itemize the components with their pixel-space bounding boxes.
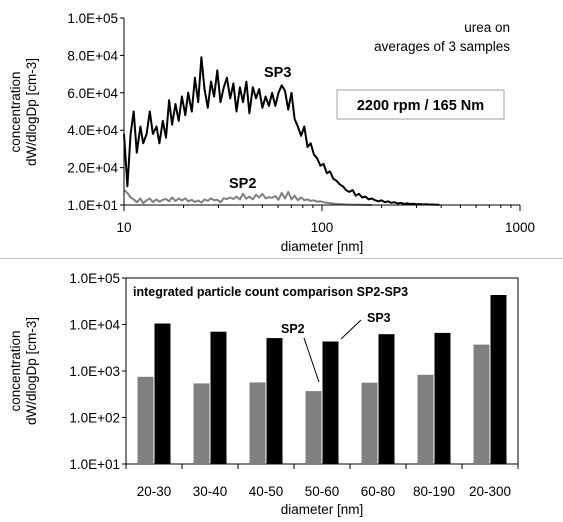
top-line-chart: 1.0E+01 2.0E+04 4.0E+04 6.0E+04 8.0E+04 1.0E+…: [8, 11, 535, 254]
top-y-tick-label: 1.0E+01: [67, 198, 118, 213]
series-line-sp3: [123, 56, 440, 206]
bar-sp3-20-300: [490, 295, 507, 464]
callout-sp2-label: SP2: [281, 322, 305, 336]
bottom-y-axis-label-line2: dW/dlogDp [cm-3]: [24, 317, 39, 425]
bottom-y-tick-label: 1.0E+03: [69, 364, 120, 379]
bar-sp2-30-40: [193, 383, 210, 464]
top-y-axis-label-line2: dW/dlogDp [cm-3]: [24, 58, 39, 166]
top-x-tick-label: 1000: [505, 220, 535, 235]
bottom-y-ticks: 1.0E+01 1.0E+02 1.0E+03 1.0E+04 1.0E+05: [69, 271, 126, 472]
bottom-x-tick-label: 60-80: [361, 484, 396, 499]
bottom-x-tick-label: 20-30: [137, 484, 172, 499]
top-x-tick-label: 10: [116, 220, 131, 235]
bottom-chart-title: integrated particle count comparison SP2…: [133, 285, 408, 299]
top-y-ticks: 1.0E+01 2.0E+04 4.0E+04 6.0E+04 8.0E+04 1.0E+…: [67, 11, 124, 213]
top-annotation-line2: averages of 3 samples: [374, 39, 510, 54]
top-y-tick-label: 2.0E+04: [67, 161, 118, 176]
bar-sp2-20-300: [473, 344, 490, 464]
bar-sp2-20-30: [137, 376, 154, 464]
top-x-axis-label: diameter [nm]: [281, 239, 364, 254]
bottom-y-tick-label: 1.0E+04: [69, 318, 120, 333]
bottom-x-axis-label: diameter [nm]: [281, 502, 364, 517]
top-annotation-line1: urea on: [464, 20, 510, 35]
bar-sp3-30-40: [210, 331, 227, 464]
rpm-label-box: [336, 89, 505, 120]
bottom-x-tick-label: 40-50: [249, 484, 284, 499]
bottom-y-tick-label: 1.0E+02: [69, 411, 120, 426]
bottom-x-tick-label: 30-40: [193, 484, 228, 499]
callout-sp3-leader: [340, 319, 362, 340]
top-y-tick-label: 6.0E+04: [67, 86, 118, 101]
bar-sp3-80-190: [434, 332, 451, 464]
bottom-y-tick-label: 1.0E+05: [69, 271, 120, 286]
bar-sp2-50-60: [305, 391, 322, 464]
bar-sp3-40-50: [266, 338, 283, 464]
bar-sp3-60-80: [378, 334, 395, 464]
top-chart-marks: [123, 56, 440, 206]
bottom-chart-marks: [137, 295, 507, 464]
bottom-y-axis-label-line1: concentration: [8, 330, 23, 411]
bottom-y-tick-label: 1.0E+01: [69, 457, 120, 472]
bottom-x-tick-label: 80-190: [413, 484, 455, 499]
bar-sp2-40-50: [249, 382, 266, 464]
bottom-bar-chart: 1.0E+01 1.0E+02 1.0E+03 1.0E+04 1.0E+05 20-3…: [8, 271, 519, 517]
top-series-label-sp3: SP3: [264, 65, 291, 81]
bar-sp3-50-60: [322, 341, 339, 464]
top-y-tick-label: 4.0E+04: [67, 123, 118, 138]
bar-sp2-80-190: [417, 374, 434, 464]
top-y-tick-label: 1.0E+05: [67, 11, 118, 26]
rpm-label: 2200 rpm / 165 Nm: [357, 98, 484, 114]
bar-sp3-20-30: [154, 323, 171, 464]
top-y-tick-label: 8.0E+04: [67, 48, 118, 63]
top-y-axis-label-line1: concentration: [8, 71, 23, 152]
bar-sp2-60-80: [361, 382, 378, 464]
top-x-tick-label: 100: [311, 220, 334, 235]
series-line-sp2: [123, 189, 372, 206]
bottom-x-tick-label: 20-300: [469, 484, 511, 499]
top-x-ticks: 10 100 1000: [116, 205, 535, 235]
top-series-label-sp2: SP2: [229, 176, 256, 192]
bottom-x-ticks: 20-30 30-40 40-50 50-60 60-80 80-190 20-300: [125, 464, 519, 499]
callout-sp2-leader: [303, 337, 320, 383]
bottom-x-tick-label: 50-60: [305, 484, 340, 499]
callout-sp3-label: SP3: [367, 311, 391, 325]
